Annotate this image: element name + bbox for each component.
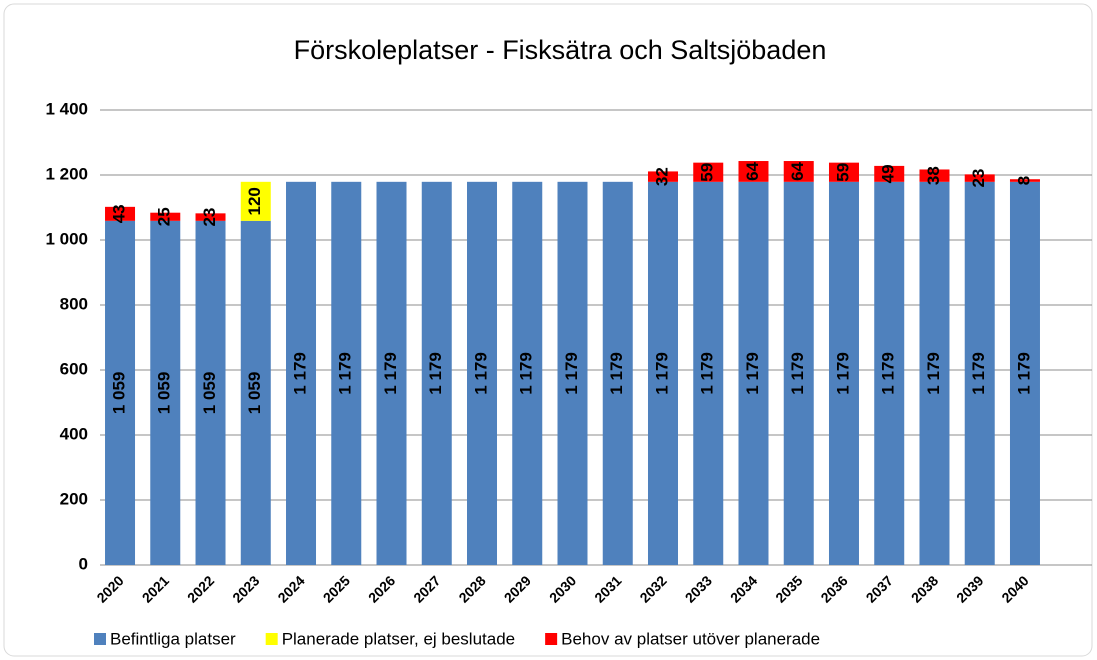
bar-segment: [1009, 181, 1040, 565]
bar-segment: [557, 181, 588, 565]
bar-segment: [150, 220, 181, 565]
y-tick-label: 1 400: [45, 99, 88, 118]
data-label: 1 179: [1014, 352, 1033, 395]
data-label: 1 179: [336, 352, 355, 395]
bar-segment: [874, 165, 905, 182]
data-label: 38: [924, 166, 943, 185]
data-label: 1 059: [200, 372, 219, 415]
bar-segment: [919, 181, 950, 565]
data-label: 1 179: [517, 352, 536, 395]
data-label: 1 179: [381, 352, 400, 395]
y-tick-label: 800: [60, 294, 88, 313]
y-tick-label: 1 200: [45, 164, 88, 183]
bar-segment: [647, 171, 678, 182]
data-label: 1 179: [743, 352, 762, 395]
bar-segment: [783, 161, 814, 182]
data-label: 1 059: [110, 372, 129, 415]
bar-segment: [150, 212, 181, 221]
data-label: 23: [969, 169, 988, 188]
data-label: 59: [698, 163, 717, 182]
bar-segment: [828, 162, 859, 182]
bar-segment: [512, 181, 543, 565]
bar-segment: [467, 181, 498, 565]
legend-swatch: [94, 633, 106, 645]
data-label: 64: [743, 161, 762, 180]
chart-border: [3, 3, 1093, 657]
y-tick-label: 600: [60, 359, 88, 378]
data-label: 64: [788, 161, 807, 180]
bar-segment: [105, 206, 136, 221]
bar-segment: [964, 174, 995, 182]
bar-segment: [647, 181, 678, 565]
bar-segment: [105, 220, 136, 565]
legend-swatch: [265, 633, 278, 645]
data-label: 1 179: [833, 352, 852, 395]
data-label: 1 059: [245, 372, 264, 415]
bar-segment: [964, 181, 995, 565]
data-label: 1 059: [155, 372, 174, 415]
bar-segment: [376, 181, 407, 565]
y-tick-label: 200: [60, 489, 88, 508]
bar-segment: [602, 181, 633, 565]
data-label: 23: [200, 208, 219, 227]
chart-title: Förskoleplatser - Fisksätra och Saltsjöb…: [294, 35, 827, 65]
data-label: 1 179: [879, 352, 898, 395]
bar-segment: [286, 181, 317, 565]
bar-segment: [783, 181, 814, 565]
data-label: 49: [879, 164, 898, 183]
data-label: 1 179: [698, 352, 717, 395]
data-label: 1 179: [471, 352, 490, 395]
data-label: 1 179: [426, 352, 445, 395]
data-label: 32: [652, 167, 671, 186]
legend-label: Behov av platser utöver planerade: [561, 629, 820, 648]
data-label: 25: [155, 207, 174, 226]
data-label: 1 179: [969, 352, 988, 395]
bar-segment: [693, 181, 724, 565]
legend-swatch: [545, 633, 558, 645]
data-label: 8: [1014, 176, 1033, 185]
data-label: 1 179: [924, 352, 943, 395]
bar-segment: [240, 181, 271, 221]
data-label: 43: [110, 204, 129, 223]
data-label: 120: [245, 187, 264, 215]
data-label: 1 179: [290, 352, 309, 395]
data-label: 1 179: [788, 352, 807, 395]
bar-segment: [738, 181, 769, 565]
y-tick-label: 1 000: [45, 229, 88, 248]
data-label: 1 179: [652, 352, 671, 395]
bar-segment: [919, 169, 950, 182]
bar-segment: [738, 161, 769, 182]
data-label: 1 179: [562, 352, 581, 395]
bar-segment: [195, 220, 226, 565]
bar-segment: [331, 181, 362, 565]
y-tick-label: 400: [60, 424, 88, 443]
data-label: 1 179: [607, 352, 626, 395]
y-tick-label: 0: [79, 554, 88, 573]
bar-segment: [874, 181, 905, 565]
bar-segment: [828, 181, 859, 565]
data-label: 59: [833, 163, 852, 182]
bar-segment: [421, 181, 452, 565]
legend-label: Befintliga platser: [110, 629, 236, 648]
bar-segment: [1009, 179, 1040, 182]
bar-segment: [195, 213, 226, 221]
bar-segment: [693, 162, 724, 182]
bar-segment: [240, 220, 271, 565]
legend-label: Planerade platser, ej beslutade: [282, 629, 515, 648]
